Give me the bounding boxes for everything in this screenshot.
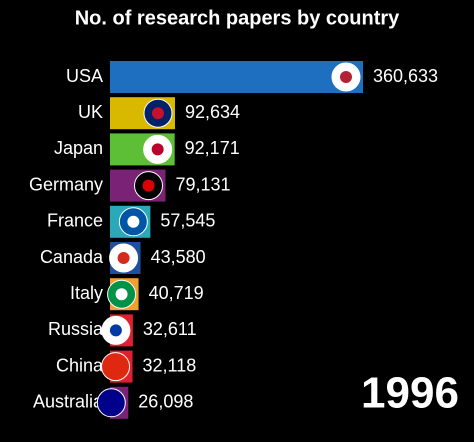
value-label: 32,118 [143, 355, 197, 375]
category-label: Australia [33, 392, 104, 412]
category-label: Japan [54, 138, 103, 158]
category-label: USA [66, 66, 103, 86]
category-label: Germany [29, 174, 103, 194]
value-label: 57,545 [160, 211, 215, 231]
flag-detail [340, 71, 352, 83]
year-label: 1996 [361, 369, 459, 418]
category-label: China [56, 355, 104, 375]
value-label: 79,131 [176, 174, 231, 194]
value-label: 43,580 [151, 247, 206, 267]
value-label: 32,611 [143, 319, 197, 339]
value-label: 92,171 [185, 138, 240, 158]
flag-detail [109, 360, 122, 373]
flag-detail [115, 288, 128, 301]
category-label: UK [78, 102, 103, 122]
value-label: 26,098 [138, 392, 193, 412]
bar [110, 61, 363, 93]
flag-detail [127, 215, 140, 228]
flag-detail [151, 107, 164, 120]
chart-title: No. of research papers by country [75, 7, 400, 29]
flag-detail [117, 252, 130, 264]
category-label: Canada [40, 247, 104, 267]
category-label: Italy [70, 283, 103, 303]
flag-detail [105, 396, 118, 409]
flag-detail [109, 324, 122, 337]
flag-detail [151, 143, 164, 156]
category-label: Russia [48, 319, 104, 339]
flag-detail [142, 179, 155, 192]
category-label: France [47, 211, 103, 231]
value-label: 40,719 [149, 283, 204, 303]
value-label: 92,634 [185, 102, 240, 122]
value-label: 360,633 [373, 66, 438, 86]
